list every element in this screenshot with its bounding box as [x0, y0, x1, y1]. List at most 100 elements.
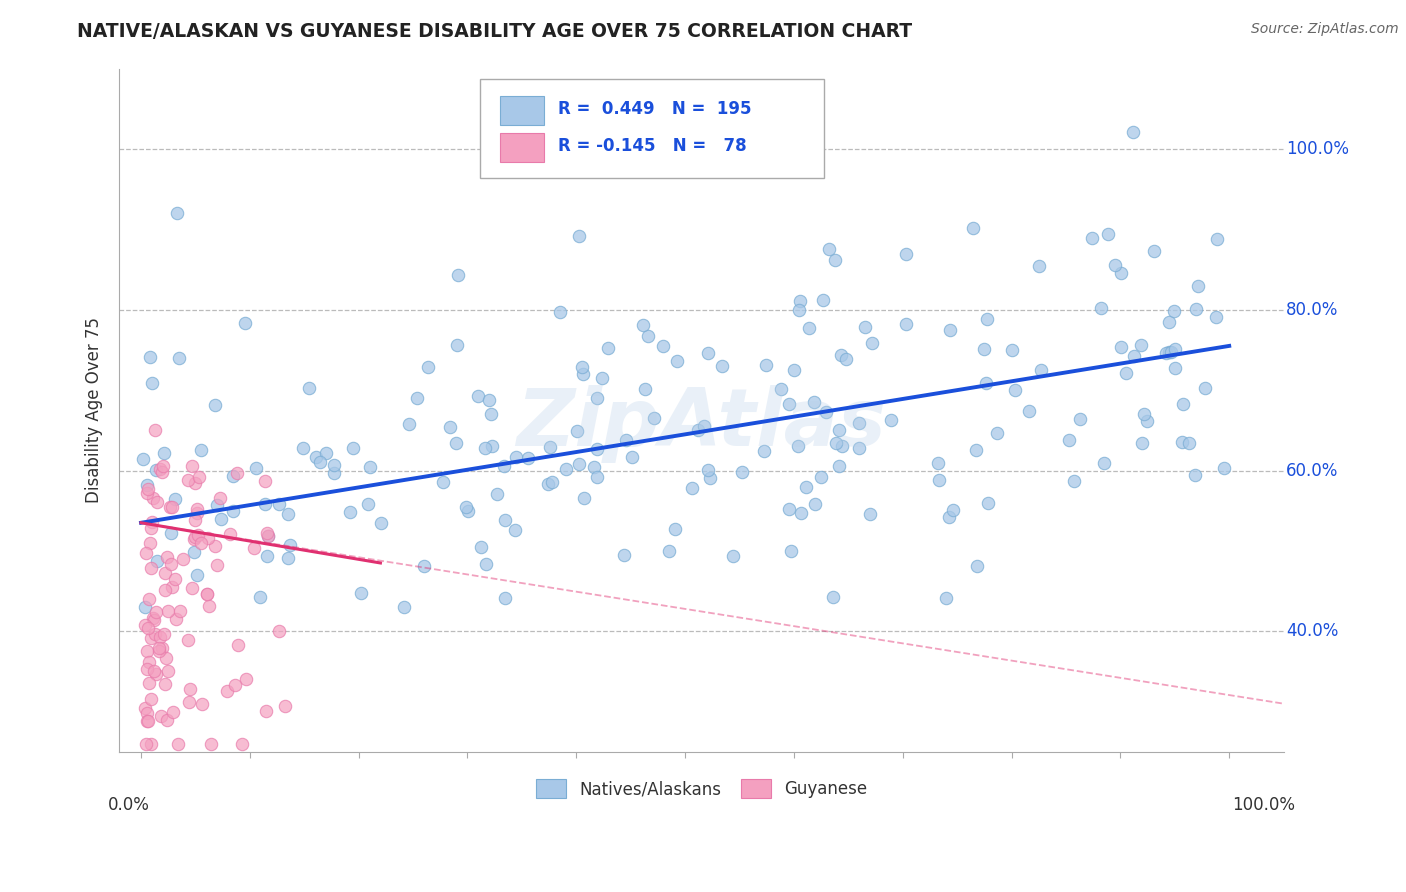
Point	[412, 559, 434, 574]
Point	[138, 676, 160, 690]
Point	[233, 316, 256, 330]
Point	[880, 413, 903, 427]
Point	[141, 376, 163, 390]
Point	[167, 737, 190, 751]
Point	[187, 528, 209, 542]
Point	[494, 513, 516, 527]
Point	[786, 439, 808, 453]
Point	[315, 446, 337, 460]
Point	[1143, 244, 1166, 258]
Point	[231, 737, 253, 751]
Point	[444, 435, 467, 450]
Point	[637, 329, 659, 343]
Point	[298, 380, 321, 394]
Point	[190, 536, 212, 550]
Point	[224, 678, 246, 692]
Point	[1029, 363, 1052, 377]
Point	[782, 363, 804, 377]
Point	[537, 477, 560, 491]
Point	[1163, 303, 1185, 318]
Point	[824, 253, 846, 268]
Point	[1136, 414, 1159, 428]
Point	[148, 641, 170, 656]
Point	[965, 442, 987, 457]
Point	[190, 443, 212, 458]
Point	[939, 323, 962, 337]
Point	[835, 352, 858, 367]
Point	[568, 229, 591, 244]
Point	[169, 351, 191, 365]
Point	[222, 504, 245, 518]
Point	[339, 505, 361, 519]
Point	[503, 523, 526, 537]
Point	[631, 318, 654, 332]
Point	[848, 441, 870, 455]
Point	[752, 444, 775, 458]
Point	[894, 247, 917, 261]
Point	[172, 551, 194, 566]
Point	[179, 681, 201, 696]
Point	[177, 695, 200, 709]
Point	[1157, 314, 1180, 328]
Point	[825, 436, 848, 450]
Point	[186, 502, 208, 516]
Text: 0.0%: 0.0%	[108, 797, 149, 814]
Point	[253, 474, 276, 488]
Point	[136, 706, 159, 721]
Point	[467, 389, 489, 403]
Point	[1092, 456, 1115, 470]
Point	[155, 677, 177, 691]
Point	[554, 462, 576, 476]
Legend: Natives/Alaskans, Guyanese: Natives/Alaskans, Guyanese	[529, 772, 875, 805]
Point	[277, 551, 299, 566]
Point	[474, 442, 496, 456]
Point	[494, 591, 516, 605]
Point	[139, 737, 162, 751]
Point	[470, 540, 492, 554]
Point	[136, 486, 159, 500]
Point	[1109, 340, 1132, 354]
Point	[195, 587, 218, 601]
Point	[139, 692, 162, 706]
Point	[565, 424, 588, 438]
Point	[1109, 267, 1132, 281]
Point	[828, 459, 851, 474]
Point	[1063, 474, 1085, 488]
Point	[150, 465, 173, 479]
Point	[183, 533, 205, 547]
Point	[613, 548, 636, 562]
Text: 100.0%: 100.0%	[1232, 797, 1295, 814]
Point	[478, 393, 501, 408]
Point	[159, 500, 181, 514]
Point	[166, 205, 188, 219]
Point	[416, 359, 439, 374]
Point	[148, 644, 170, 658]
Text: Source: ZipAtlas.com: Source: ZipAtlas.com	[1251, 22, 1399, 37]
Point	[142, 491, 165, 505]
Point	[153, 627, 176, 641]
Point	[136, 714, 159, 729]
Point	[894, 317, 917, 331]
Point	[219, 527, 242, 541]
Point	[1171, 434, 1194, 449]
Point	[973, 342, 995, 356]
Text: 60.0%: 60.0%	[1286, 461, 1339, 480]
Point	[156, 713, 179, 727]
Point	[797, 321, 820, 335]
Point	[245, 461, 267, 475]
Point	[186, 567, 208, 582]
Point	[789, 302, 811, 317]
Point	[269, 624, 291, 639]
Point	[699, 471, 721, 485]
Point	[475, 557, 498, 571]
Point	[828, 423, 851, 437]
Point	[860, 335, 883, 350]
Point	[138, 591, 160, 606]
Point	[823, 591, 845, 605]
Point	[516, 450, 538, 465]
Text: 100.0%: 100.0%	[1286, 140, 1348, 158]
Point	[146, 554, 169, 568]
Point	[1001, 343, 1024, 357]
Point	[658, 544, 681, 558]
Point	[139, 351, 162, 365]
